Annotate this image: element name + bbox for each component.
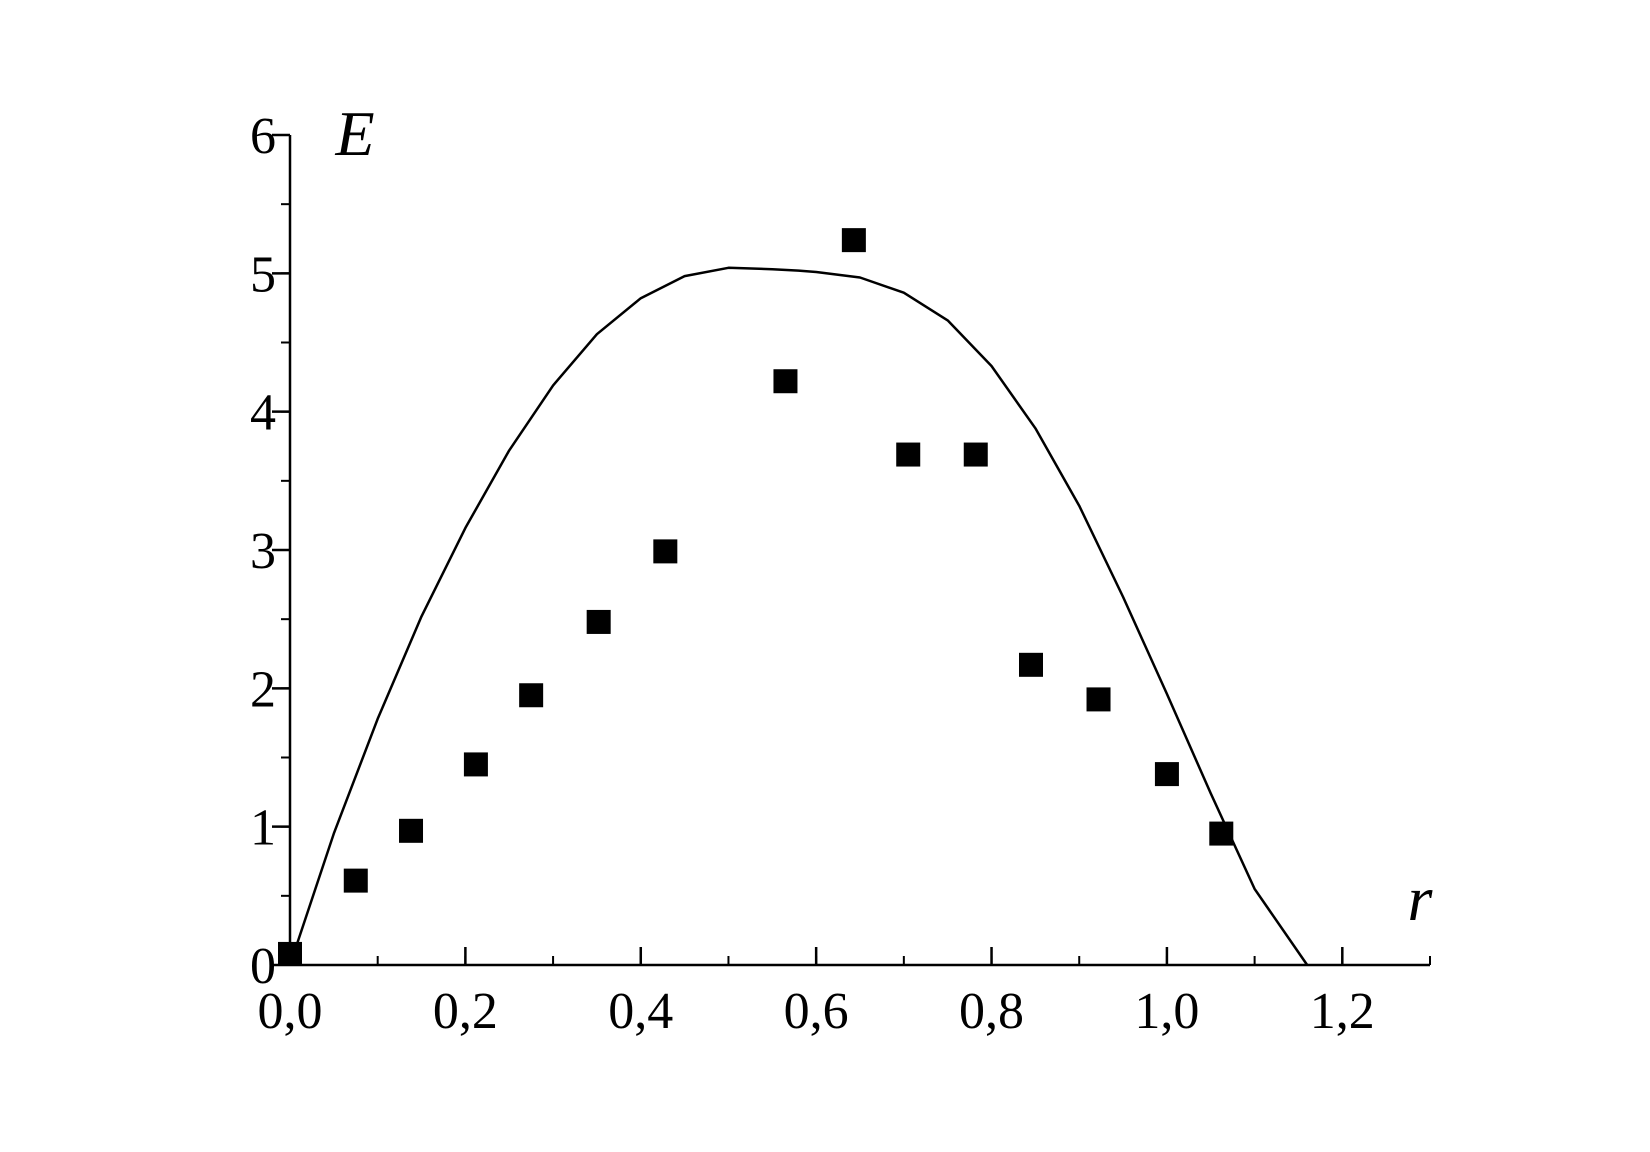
data-point <box>773 369 798 394</box>
data-point <box>519 683 544 708</box>
x-tick-label: 0,2 <box>433 983 498 1040</box>
data-point <box>653 539 678 564</box>
data-point <box>463 752 488 777</box>
x-axis-title: r <box>1408 863 1434 934</box>
fitted-curve <box>288 266 1309 966</box>
y-tick-label: 4 <box>250 385 276 442</box>
fitted-curve-layer <box>288 266 1309 966</box>
data-point <box>586 609 611 634</box>
data-point <box>896 442 921 467</box>
data-point <box>343 868 368 893</box>
data-point <box>1209 821 1234 846</box>
y-tick-label: 2 <box>250 661 276 718</box>
y-tick-label: 5 <box>250 246 276 303</box>
x-tick-label: 0,8 <box>959 983 1024 1040</box>
x-tick-label: 1,2 <box>1310 983 1375 1040</box>
data-point <box>1086 687 1111 712</box>
x-tick-label: 0,0 <box>258 983 323 1040</box>
y-tick-label: 1 <box>250 800 276 857</box>
data-point <box>399 818 424 843</box>
x-tick-label: 0,4 <box>608 983 673 1040</box>
tick-labels-layer: 0,0 0,2 0,4 0,6 0,8 1,0 1,2 0 1 2 3 4 5 6 <box>250 108 1375 1040</box>
data-points-layer <box>278 228 1234 966</box>
data-point <box>1019 652 1043 677</box>
x-tick-label: 0,6 <box>784 983 849 1040</box>
y-tick-label: 3 <box>250 523 276 580</box>
data-point <box>841 228 866 253</box>
data-point <box>1154 762 1179 787</box>
y-tick-label: 6 <box>250 108 276 165</box>
y-axis-title: E <box>334 98 374 169</box>
axes-layer <box>272 133 1431 967</box>
data-point <box>963 442 988 467</box>
y-tick-label: 0 <box>250 938 276 995</box>
x-tick-label: 1,0 <box>1134 983 1199 1040</box>
